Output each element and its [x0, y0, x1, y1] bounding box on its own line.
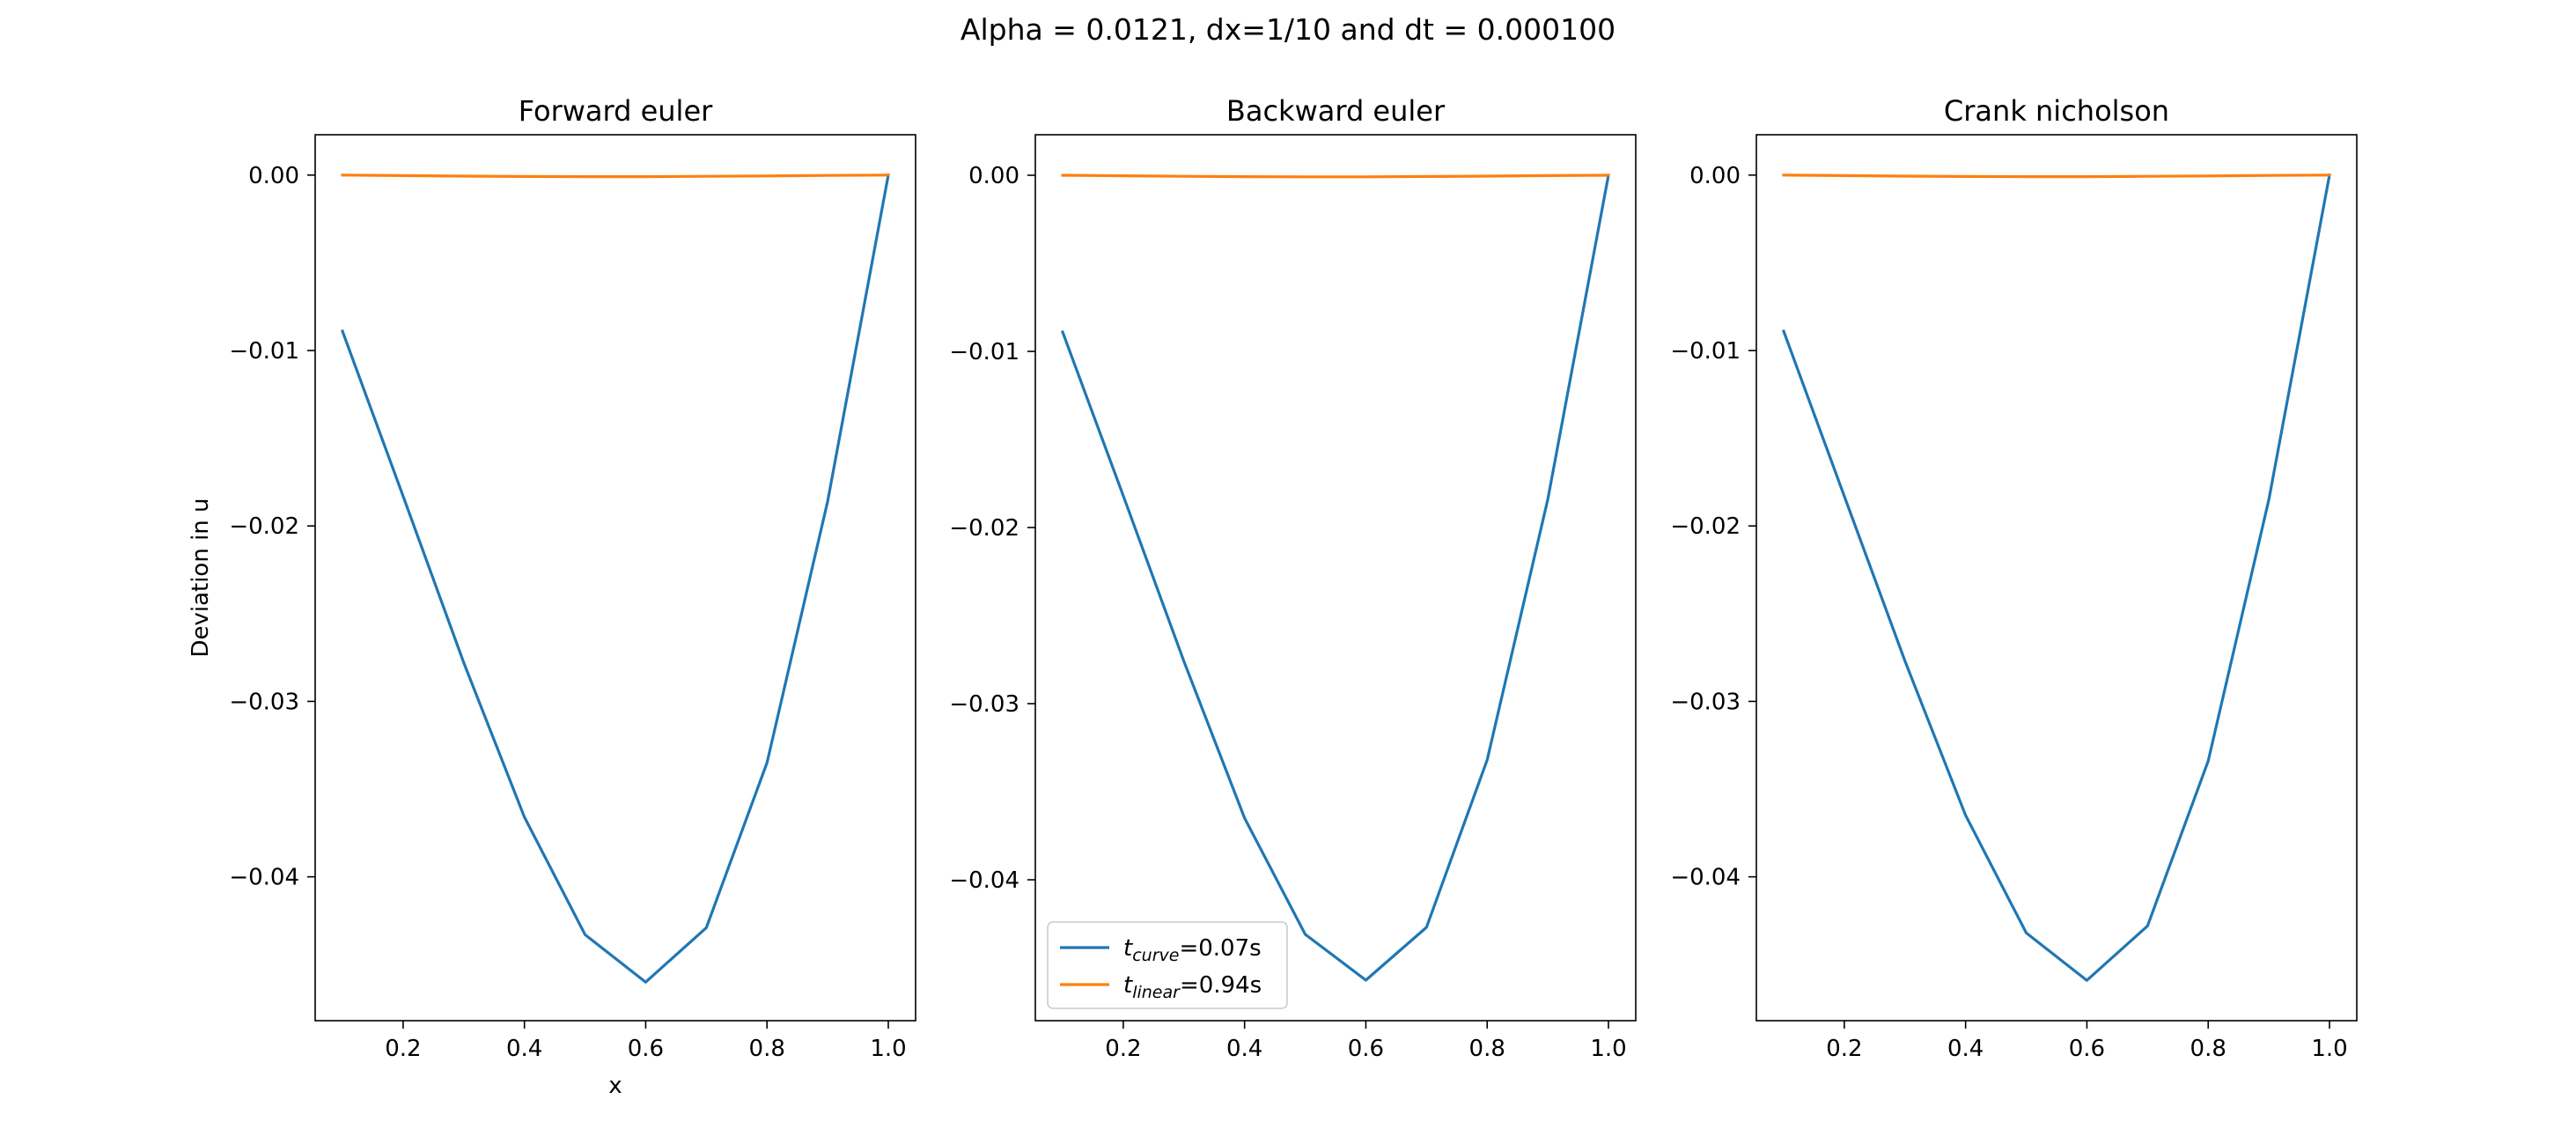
y-tick-label: −0.02: [1670, 513, 1741, 540]
x-tick-label: 0.6: [628, 1036, 664, 1062]
x-tick-label: 0.4: [506, 1036, 542, 1062]
legend: tcurve=0.07s tlinear=0.94s: [1047, 921, 1288, 1009]
y-tick-label: −0.03: [949, 691, 1019, 718]
x-tick-label: 0.8: [749, 1036, 785, 1062]
subplot-2: 0.2 0.4 0.6 0.8 1.0 0.00 −0.01 −0.02 −0.03 −0.04 B…: [949, 94, 1637, 1062]
y-tick-label: −0.04: [1670, 865, 1741, 891]
y-tick-label: −0.04: [949, 867, 1019, 894]
figure-suptitle: Alpha = 0.0121, dx=1/10 and dt = 0.00010…: [960, 12, 1616, 47]
y-tick-label: 0.00: [968, 163, 1019, 189]
y-tick-label: −0.03: [1670, 689, 1741, 715]
x-tick-label: 0.2: [1826, 1036, 1862, 1062]
x-tick-label: 0.6: [1348, 1036, 1384, 1062]
subplot-title: Backward euler: [1226, 94, 1446, 128]
series-line-linear: [1061, 173, 1610, 179]
axes-frame: [1755, 134, 2358, 1022]
series-line-curve: [1781, 173, 2331, 982]
x-tick-label: 0.2: [385, 1036, 421, 1062]
subplot-3: 0.2 0.4 0.6 0.8 1.0 0.00 −0.01 −0.02 −0.03 −0.04 C…: [1670, 94, 2358, 1062]
y-tick-label: −0.02: [229, 513, 299, 540]
y-tick-label: 0.00: [248, 163, 299, 189]
y-tick-label: −0.03: [229, 689, 299, 715]
x-tick-label: 0.6: [2069, 1036, 2105, 1062]
axes-frame: [1034, 134, 1637, 1022]
subplot-1: 0.2 0.4 0.6 0.8 1.0 0.00 −0.01 −0.02 −0.03 −0.04 F…: [188, 94, 916, 1099]
x-tick-label: 1.0: [870, 1036, 906, 1062]
subplot-title: Forward euler: [519, 94, 713, 128]
x-axis-label: x: [608, 1073, 622, 1099]
x-tick-label: 0.8: [2190, 1036, 2226, 1062]
y-tick-label: −0.02: [949, 515, 1019, 542]
x-tick-label: 0.4: [1947, 1036, 1984, 1062]
series-line-linear: [1782, 173, 2331, 179]
legend-box: [1047, 921, 1288, 1009]
y-axis-label: Deviation in u: [188, 498, 214, 657]
x-tick-label: 0.4: [1226, 1036, 1262, 1062]
series-line-curve: [340, 173, 890, 984]
legend-label-curve: tcurve=0.07s: [1123, 935, 1262, 965]
x-tick-label: 1.0: [2311, 1036, 2347, 1062]
y-tick-label: 0.00: [1689, 163, 1741, 189]
x-tick-label: 0.2: [1105, 1036, 1141, 1062]
axes-frame: [314, 134, 916, 1022]
legend-label-linear: tlinear=0.94s: [1123, 972, 1262, 1002]
subplot-title: Crank nicholson: [1944, 94, 2169, 128]
x-tick-label: 1.0: [1590, 1036, 1626, 1062]
series-line-linear: [341, 173, 890, 179]
y-tick-label: −0.04: [229, 865, 299, 891]
series-line-curve: [1060, 173, 1610, 982]
y-tick-label: −0.01: [1670, 338, 1741, 365]
x-tick-label: 0.8: [1469, 1036, 1505, 1062]
y-tick-label: −0.01: [949, 339, 1019, 365]
y-tick-label: −0.01: [229, 338, 299, 365]
